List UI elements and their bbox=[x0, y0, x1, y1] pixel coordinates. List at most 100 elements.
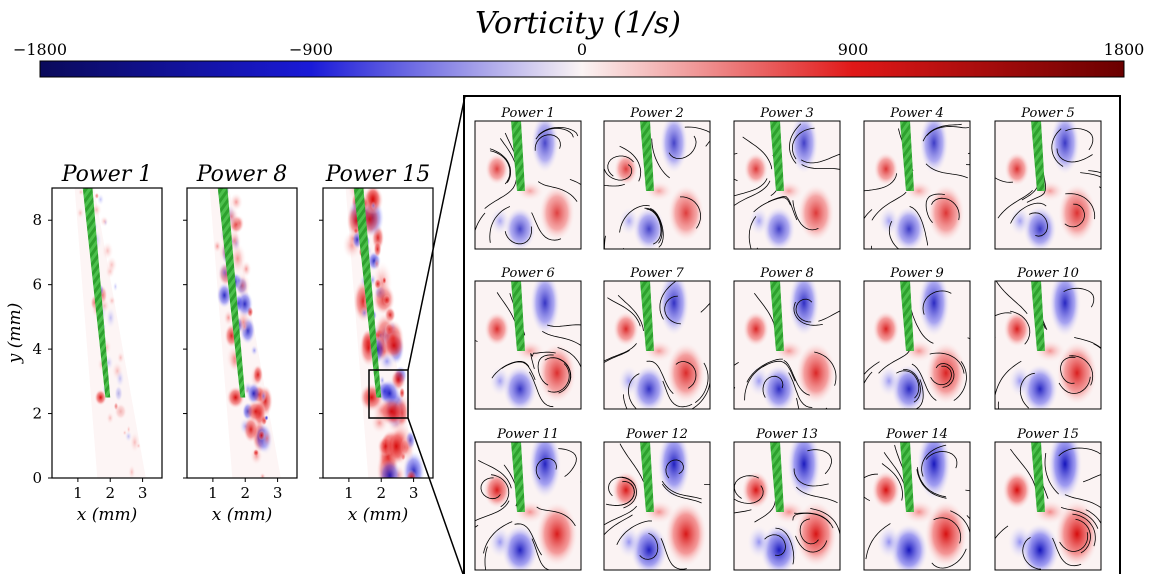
left-panel: Power 15 1 2 3x (mm) bbox=[319, 162, 434, 525]
streamline bbox=[646, 360, 674, 394]
streamline bbox=[1010, 202, 1047, 224]
zoom-line-bottom bbox=[407, 417, 464, 574]
power-grid: Power 1 Power 2 Power 3 Power 4 Power 5 Power… bbox=[474, 106, 1102, 571]
streamline bbox=[1093, 343, 1101, 350]
panel-title: Power 5 bbox=[1020, 106, 1075, 121]
streamline bbox=[929, 352, 965, 374]
streamline bbox=[621, 477, 637, 509]
panel-frame bbox=[603, 280, 711, 410]
streamline bbox=[796, 486, 838, 504]
streamline bbox=[1010, 310, 1031, 345]
tip-vortex bbox=[246, 382, 261, 405]
needle bbox=[353, 188, 382, 398]
streamline bbox=[1065, 128, 1094, 151]
streamline bbox=[746, 358, 783, 383]
vorticity-blob bbox=[789, 121, 819, 174]
vorticity-blob bbox=[1002, 470, 1032, 510]
vorticity-blob bbox=[117, 351, 125, 364]
streamline bbox=[1064, 494, 1101, 509]
panel-frame bbox=[863, 120, 971, 250]
panel-title: Power 6 bbox=[500, 266, 555, 281]
streamline bbox=[616, 520, 653, 545]
vorticity-blob bbox=[743, 152, 769, 186]
streamline bbox=[535, 457, 557, 480]
vorticity-blob bbox=[113, 281, 118, 292]
streamline bbox=[917, 467, 947, 498]
streamline bbox=[1051, 128, 1064, 167]
vorticity-blob bbox=[926, 342, 966, 404]
panel-title: Power 9 bbox=[889, 266, 944, 281]
streamline bbox=[537, 181, 578, 202]
streamline bbox=[484, 179, 517, 209]
vorticity-blob bbox=[489, 366, 511, 396]
vorticity-blob bbox=[105, 307, 116, 329]
vorticity-blob bbox=[1023, 206, 1057, 249]
panel-title: Power 13 bbox=[755, 427, 818, 442]
vorticity-blob bbox=[250, 345, 258, 356]
streamline bbox=[794, 512, 834, 529]
streamline bbox=[1052, 537, 1082, 567]
streamline bbox=[646, 208, 662, 245]
power-panel: Power 1 bbox=[474, 106, 582, 250]
needle bbox=[1031, 121, 1045, 191]
tip-vortex bbox=[114, 385, 123, 402]
streamline bbox=[930, 365, 952, 386]
streamline bbox=[995, 177, 1014, 183]
vorticity-field bbox=[864, 442, 970, 570]
vorticity-blob bbox=[370, 201, 376, 210]
streamline bbox=[619, 204, 650, 233]
streamline bbox=[569, 179, 581, 186]
streamline bbox=[627, 373, 640, 409]
vorticity-blob bbox=[748, 365, 770, 397]
streamline bbox=[604, 514, 633, 536]
vorticity-blob bbox=[788, 281, 820, 336]
streamline bbox=[734, 180, 771, 207]
panel-frame bbox=[474, 280, 582, 410]
tip-vortex bbox=[114, 403, 127, 420]
streamline bbox=[604, 183, 625, 187]
vorticity-blob bbox=[264, 415, 269, 421]
streamline bbox=[544, 357, 572, 384]
streamline bbox=[1065, 193, 1096, 220]
streamline bbox=[742, 136, 773, 170]
streamline bbox=[734, 178, 768, 197]
vorticity-blob bbox=[617, 525, 641, 559]
x-tick-label: 2 bbox=[240, 484, 250, 502]
streamline bbox=[967, 337, 970, 340]
power-panel: Power 11 bbox=[474, 427, 582, 571]
tip-vortex bbox=[377, 397, 406, 426]
vorticity-field bbox=[995, 281, 1101, 409]
vorticity-blob bbox=[1008, 365, 1032, 397]
vorticity-blob bbox=[742, 311, 770, 347]
y-tick-label: 4 bbox=[32, 340, 42, 358]
power-panel: Power 5 bbox=[994, 106, 1102, 250]
needle bbox=[511, 281, 525, 351]
vorticity-blob bbox=[797, 184, 835, 242]
needle bbox=[511, 121, 525, 191]
streamline bbox=[680, 196, 702, 229]
panel-title: Power 7 bbox=[629, 266, 684, 281]
streamline bbox=[922, 290, 952, 315]
left-panel: Power 8 1 2 3x (mm) bbox=[183, 162, 298, 525]
streamline bbox=[661, 483, 702, 504]
streamline bbox=[783, 359, 810, 396]
streamline bbox=[1022, 537, 1042, 570]
vorticity-blob bbox=[1048, 442, 1082, 500]
x-tick-label: 1 bbox=[73, 484, 83, 502]
streamline bbox=[762, 375, 784, 398]
vorticity-blob bbox=[665, 501, 707, 567]
vorticity-blob bbox=[531, 121, 559, 173]
panel-frame bbox=[186, 187, 298, 479]
vorticity-blob bbox=[660, 121, 688, 173]
streamline bbox=[536, 506, 576, 527]
streamline bbox=[489, 206, 511, 243]
streamline bbox=[864, 371, 873, 385]
panel-frame bbox=[994, 441, 1102, 571]
vorticity-blob bbox=[1008, 525, 1032, 559]
power-panel: Power 8 bbox=[733, 266, 841, 410]
vorticity-blob bbox=[128, 464, 136, 478]
needle bbox=[1031, 281, 1045, 351]
power-panel: Power 13 bbox=[733, 427, 841, 571]
power-panel: Power 12 bbox=[603, 427, 711, 571]
